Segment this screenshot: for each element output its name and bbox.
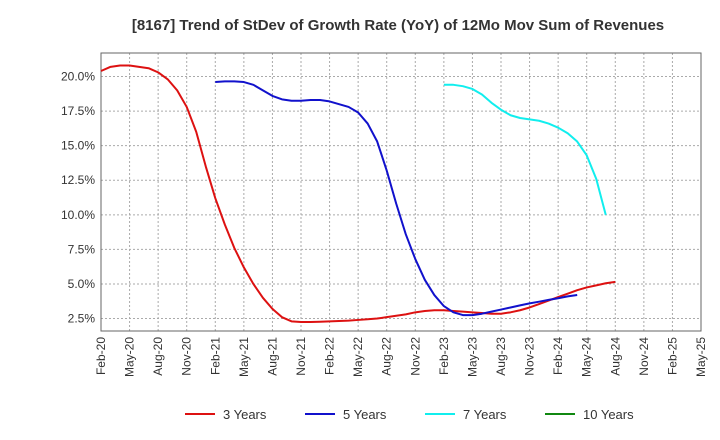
- x-tick-label: Nov-20: [180, 337, 194, 376]
- y-tick-label: 5.0%: [68, 277, 96, 291]
- x-tick-label: Feb-22: [323, 337, 337, 375]
- legend-label: 7 Years: [463, 407, 507, 422]
- x-tick-label: Aug-20: [151, 337, 165, 376]
- series-line-5-years: [215, 80, 578, 317]
- x-axis: Feb-20 May-20 Aug-20 Nov-20 Feb-21 May-21 Aug-…: [94, 337, 708, 377]
- x-tick-label: May-23: [465, 337, 479, 377]
- chart-title: [8167] Trend of StDev of Growth Rate (Yo…: [132, 17, 664, 34]
- y-tick-label: 10.0%: [61, 208, 95, 222]
- x-tick-label: Feb-23: [437, 337, 451, 375]
- x-tick-label: May-21: [237, 337, 251, 377]
- grid: [101, 53, 701, 331]
- y-tick-label: 12.5%: [61, 173, 95, 187]
- x-tick-label: May-24: [580, 337, 594, 377]
- x-tick-label: Nov-21: [294, 337, 308, 376]
- x-tick-label: Aug-24: [608, 337, 622, 376]
- x-tick-label: May-22: [351, 337, 365, 377]
- x-tick-label: Aug-22: [380, 337, 394, 376]
- x-tick-label: Nov-23: [523, 337, 537, 376]
- legend-label: 3 Years: [223, 407, 267, 422]
- x-tick-label: Feb-21: [208, 337, 222, 375]
- x-tick-label: May-20: [123, 337, 137, 377]
- series-group: [100, 64, 616, 324]
- y-tick-label: 15.0%: [61, 139, 95, 153]
- x-tick-label: Feb-20: [94, 337, 108, 375]
- plot-frame: [100, 52, 702, 332]
- legend-label: 5 Years: [343, 407, 387, 422]
- series-line-3-years: [100, 64, 616, 324]
- y-axis: 2.5% 5.0% 7.5% 10.0% 12.5% 15.0% 17.5% 20.0%: [61, 70, 95, 326]
- y-tick-label: 2.5%: [68, 312, 96, 326]
- legend: 3 Years 5 Years 7 Years 10 Years: [185, 407, 634, 422]
- x-tick-label: Aug-23: [494, 337, 508, 376]
- series-line-7-years: [443, 83, 607, 216]
- y-tick-label: 20.0%: [61, 70, 95, 84]
- x-tick-label: Nov-24: [637, 337, 651, 376]
- x-tick-label: Nov-22: [408, 337, 422, 376]
- x-tick-label: Feb-24: [551, 337, 565, 375]
- y-tick-label: 7.5%: [68, 242, 96, 256]
- x-tick-label: Feb-25: [665, 337, 679, 375]
- y-tick-label: 17.5%: [61, 104, 95, 118]
- legend-label: 10 Years: [583, 407, 634, 422]
- x-tick-label: May-25: [694, 337, 708, 377]
- x-tick-label: Aug-21: [265, 337, 279, 376]
